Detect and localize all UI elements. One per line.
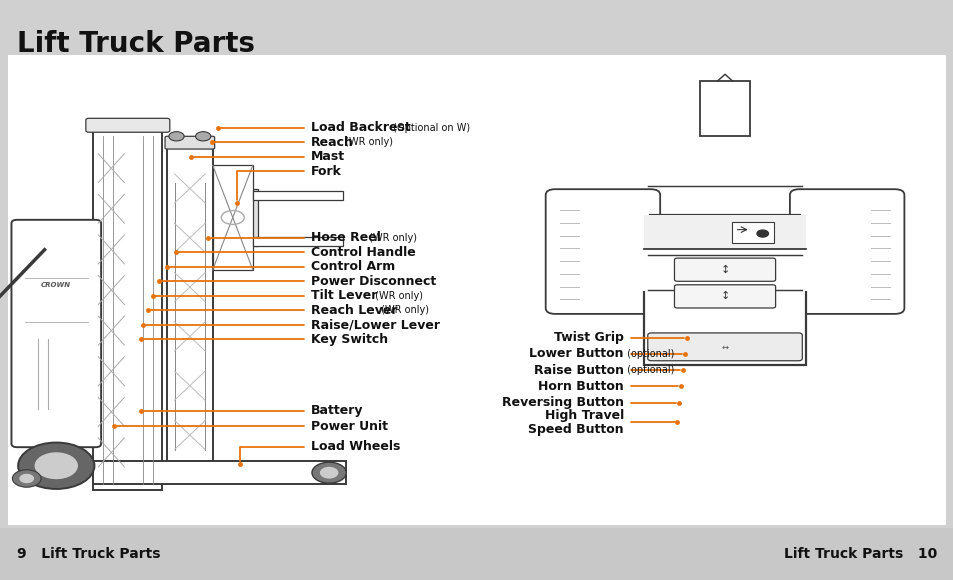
Text: Reach: Reach [311, 136, 354, 148]
Text: Control Handle: Control Handle [311, 246, 416, 259]
FancyBboxPatch shape [253, 191, 343, 200]
FancyBboxPatch shape [731, 222, 773, 243]
Circle shape [320, 467, 337, 478]
FancyBboxPatch shape [643, 215, 805, 365]
Circle shape [169, 132, 184, 141]
Circle shape [195, 132, 211, 141]
Text: (WR only): (WR only) [372, 291, 422, 301]
FancyBboxPatch shape [167, 148, 213, 461]
Text: CROWN: CROWN [41, 282, 71, 288]
FancyBboxPatch shape [643, 215, 805, 249]
Text: Reach Lever: Reach Lever [311, 304, 397, 317]
Circle shape [312, 462, 346, 483]
Circle shape [20, 474, 33, 483]
Text: Load Backrest: Load Backrest [311, 121, 411, 134]
Text: (optional): (optional) [623, 365, 674, 375]
FancyBboxPatch shape [93, 130, 162, 490]
FancyBboxPatch shape [674, 285, 775, 308]
Text: Reversing Button: Reversing Button [501, 396, 623, 409]
Text: ↔: ↔ [720, 342, 728, 351]
FancyBboxPatch shape [253, 237, 343, 246]
FancyBboxPatch shape [11, 220, 101, 447]
Text: 9   Lift Truck Parts: 9 Lift Truck Parts [17, 547, 160, 561]
Circle shape [18, 443, 94, 489]
Text: Lower Button: Lower Button [529, 347, 623, 360]
FancyBboxPatch shape [545, 189, 659, 314]
Text: (WR only): (WR only) [366, 233, 416, 243]
Text: Horn Button: Horn Button [537, 380, 623, 393]
Text: ↕: ↕ [720, 291, 729, 302]
Text: Lift Truck Parts   10: Lift Truck Parts 10 [782, 547, 936, 561]
FancyBboxPatch shape [789, 189, 903, 314]
Text: Battery: Battery [311, 404, 363, 417]
FancyBboxPatch shape [213, 165, 253, 270]
Circle shape [12, 470, 41, 487]
FancyBboxPatch shape [92, 461, 346, 484]
FancyBboxPatch shape [647, 333, 801, 361]
Circle shape [35, 453, 77, 478]
Circle shape [756, 230, 767, 237]
Text: Load Wheels: Load Wheels [311, 440, 400, 453]
FancyBboxPatch shape [634, 212, 648, 291]
Text: Raise/Lower Lever: Raise/Lower Lever [311, 318, 439, 331]
Text: Fork: Fork [311, 165, 341, 177]
Text: Key Switch: Key Switch [311, 333, 388, 346]
Text: (Optional on W): (Optional on W) [390, 122, 470, 133]
Text: Control Arm: Control Arm [311, 260, 395, 273]
Text: (WR only): (WR only) [377, 305, 429, 316]
FancyBboxPatch shape [165, 136, 214, 149]
Text: (optional): (optional) [623, 349, 674, 359]
FancyBboxPatch shape [86, 118, 170, 132]
Text: Lift Truck Parts: Lift Truck Parts [17, 30, 254, 57]
Text: Hose Reel: Hose Reel [311, 231, 380, 244]
Text: Tilt Lever: Tilt Lever [311, 289, 377, 302]
FancyBboxPatch shape [248, 188, 257, 246]
Text: High Travel: High Travel [544, 409, 623, 422]
Text: Power Disconnect: Power Disconnect [311, 275, 436, 288]
Text: ↕: ↕ [720, 264, 729, 275]
Text: Raise Button: Raise Button [534, 364, 623, 376]
Text: Twist Grip: Twist Grip [554, 331, 623, 344]
Text: Mast: Mast [311, 150, 345, 163]
Text: Speed Button: Speed Button [528, 423, 623, 436]
FancyBboxPatch shape [674, 258, 775, 281]
Text: Power Unit: Power Unit [311, 420, 388, 433]
Text: (WR only): (WR only) [342, 137, 393, 147]
FancyBboxPatch shape [700, 81, 749, 136]
FancyBboxPatch shape [8, 55, 945, 525]
FancyBboxPatch shape [801, 212, 815, 291]
FancyBboxPatch shape [0, 528, 953, 580]
